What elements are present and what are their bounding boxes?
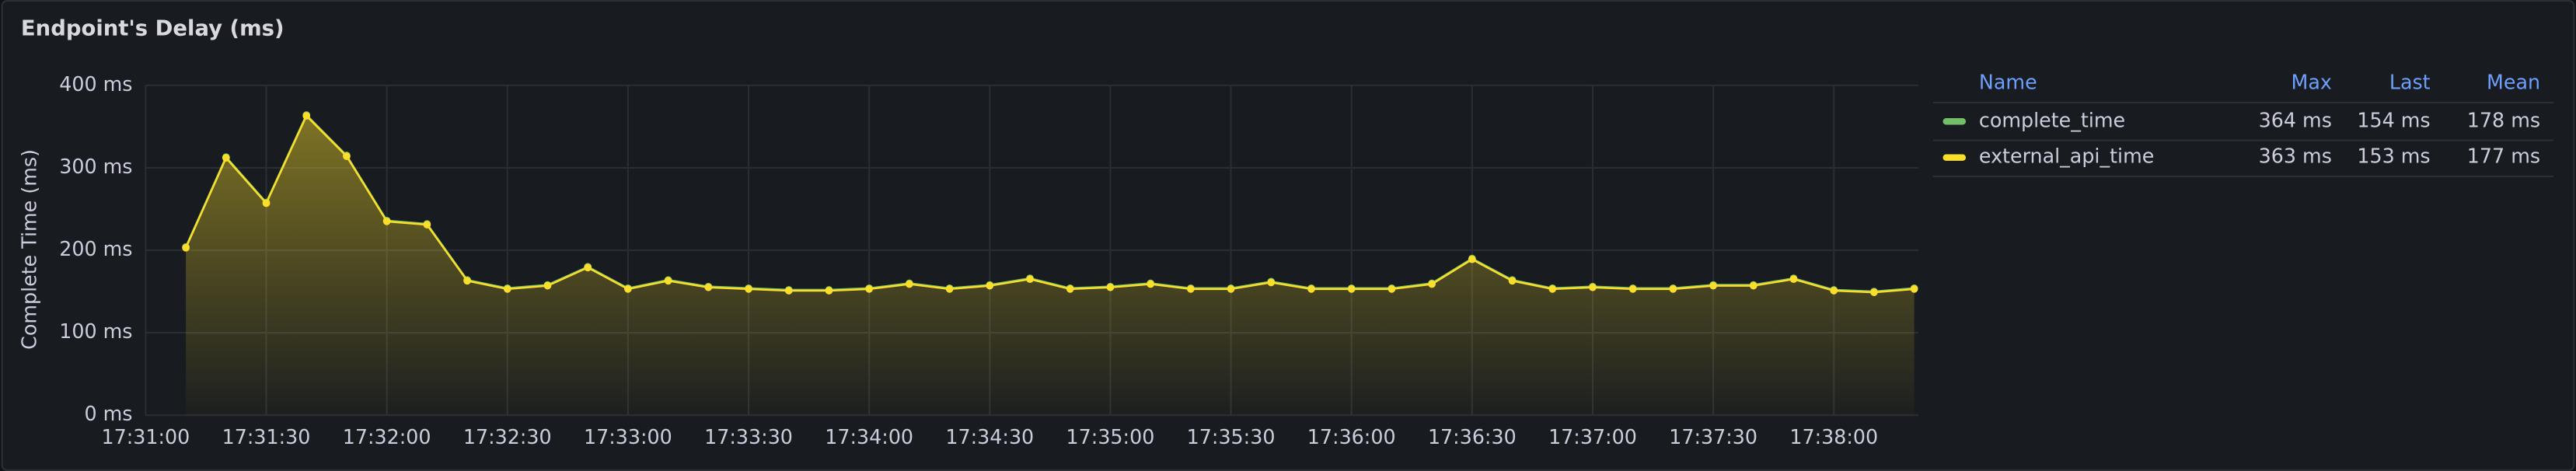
panel-title: Endpoint's Delay (ms) (21, 17, 284, 41)
x-tick-label: 17:32:30 (463, 425, 552, 448)
legend-stat: 153 ms (2357, 145, 2430, 168)
data-point (503, 285, 511, 293)
data-point (1187, 285, 1195, 293)
legend-header: Last (2389, 71, 2431, 94)
data-point (906, 280, 913, 288)
data-point (1508, 277, 1517, 285)
legend-stat: 177 ms (2467, 145, 2540, 168)
x-tick-label: 17:35:00 (1066, 425, 1155, 448)
legend-stat: 178 ms (2467, 108, 2540, 131)
data-point (584, 263, 592, 272)
data-point (1106, 283, 1115, 291)
y-tick-label: 300 ms (59, 155, 132, 178)
x-tick-label: 17:33:30 (704, 425, 793, 448)
data-point (1387, 285, 1396, 293)
x-tick-label: 17:31:00 (102, 425, 190, 448)
x-tick-label: 17:36:00 (1307, 425, 1396, 448)
data-point (1307, 285, 1315, 293)
legend-name: complete_time (1979, 108, 2125, 131)
data-point (423, 221, 431, 229)
legend-stat: 364 ms (2259, 108, 2332, 131)
data-point (664, 277, 672, 285)
y-tick-label: 200 ms (59, 237, 132, 260)
data-point (543, 281, 552, 290)
x-tick-label: 17:37:30 (1669, 425, 1757, 448)
data-point (1870, 288, 1878, 296)
data-point (1147, 280, 1155, 288)
x-tick-label: 17:33:00 (584, 425, 672, 448)
legend-header: Name (1979, 71, 2037, 94)
data-point (784, 287, 793, 295)
data-point (945, 285, 954, 293)
series-area (186, 116, 1915, 416)
data-point (745, 285, 752, 293)
data-point (1548, 285, 1557, 293)
data-point (1830, 287, 1838, 295)
series-line (184, 113, 1915, 294)
data-point (1628, 285, 1637, 293)
data-point (222, 154, 230, 162)
data-point (262, 199, 271, 208)
data-point (1428, 280, 1436, 288)
y-tick-label: 0 ms (84, 402, 132, 425)
legend-header: Mean (2487, 71, 2540, 94)
x-tick-label: 17:34:30 (945, 425, 1034, 448)
data-point (1468, 255, 1476, 263)
data-point (825, 287, 833, 295)
x-tick-label: 17:38:00 (1789, 425, 1878, 448)
data-point (182, 243, 190, 252)
x-tick-label: 17:37:00 (1548, 425, 1637, 448)
data-point (1709, 281, 1717, 290)
x-tick-label: 17:32:00 (343, 425, 431, 448)
data-point (343, 152, 351, 160)
data-point (1669, 285, 1677, 293)
data-point (1026, 275, 1034, 283)
data-point (1227, 285, 1235, 293)
data-point (986, 281, 994, 290)
legend-stat: 154 ms (2357, 108, 2430, 131)
x-tick-label: 17:31:30 (222, 425, 311, 448)
data-point (624, 285, 632, 293)
data-point (1267, 278, 1276, 287)
legend-stat: 363 ms (2259, 145, 2332, 168)
y-axis-label: Complete Time (ms) (18, 149, 41, 350)
data-point (865, 285, 874, 293)
y-tick-label: 400 ms (59, 72, 132, 96)
data-point (302, 112, 311, 120)
x-tick-label: 17:36:30 (1428, 425, 1517, 448)
legend-header: Max (2292, 71, 2332, 94)
data-point (1749, 281, 1757, 290)
y-tick-label: 100 ms (59, 319, 132, 343)
data-point (382, 218, 391, 225)
data-point (463, 277, 471, 285)
x-tick-label: 17:35:30 (1187, 425, 1276, 448)
data-point (1789, 275, 1798, 283)
data-point (1910, 285, 1918, 293)
data-point (1347, 285, 1356, 293)
data-point (1589, 283, 1597, 291)
legend-name: external_api_time (1979, 145, 2154, 168)
data-point (1066, 285, 1074, 293)
x-tick-label: 17:34:00 (825, 425, 913, 448)
data-point (704, 283, 713, 291)
